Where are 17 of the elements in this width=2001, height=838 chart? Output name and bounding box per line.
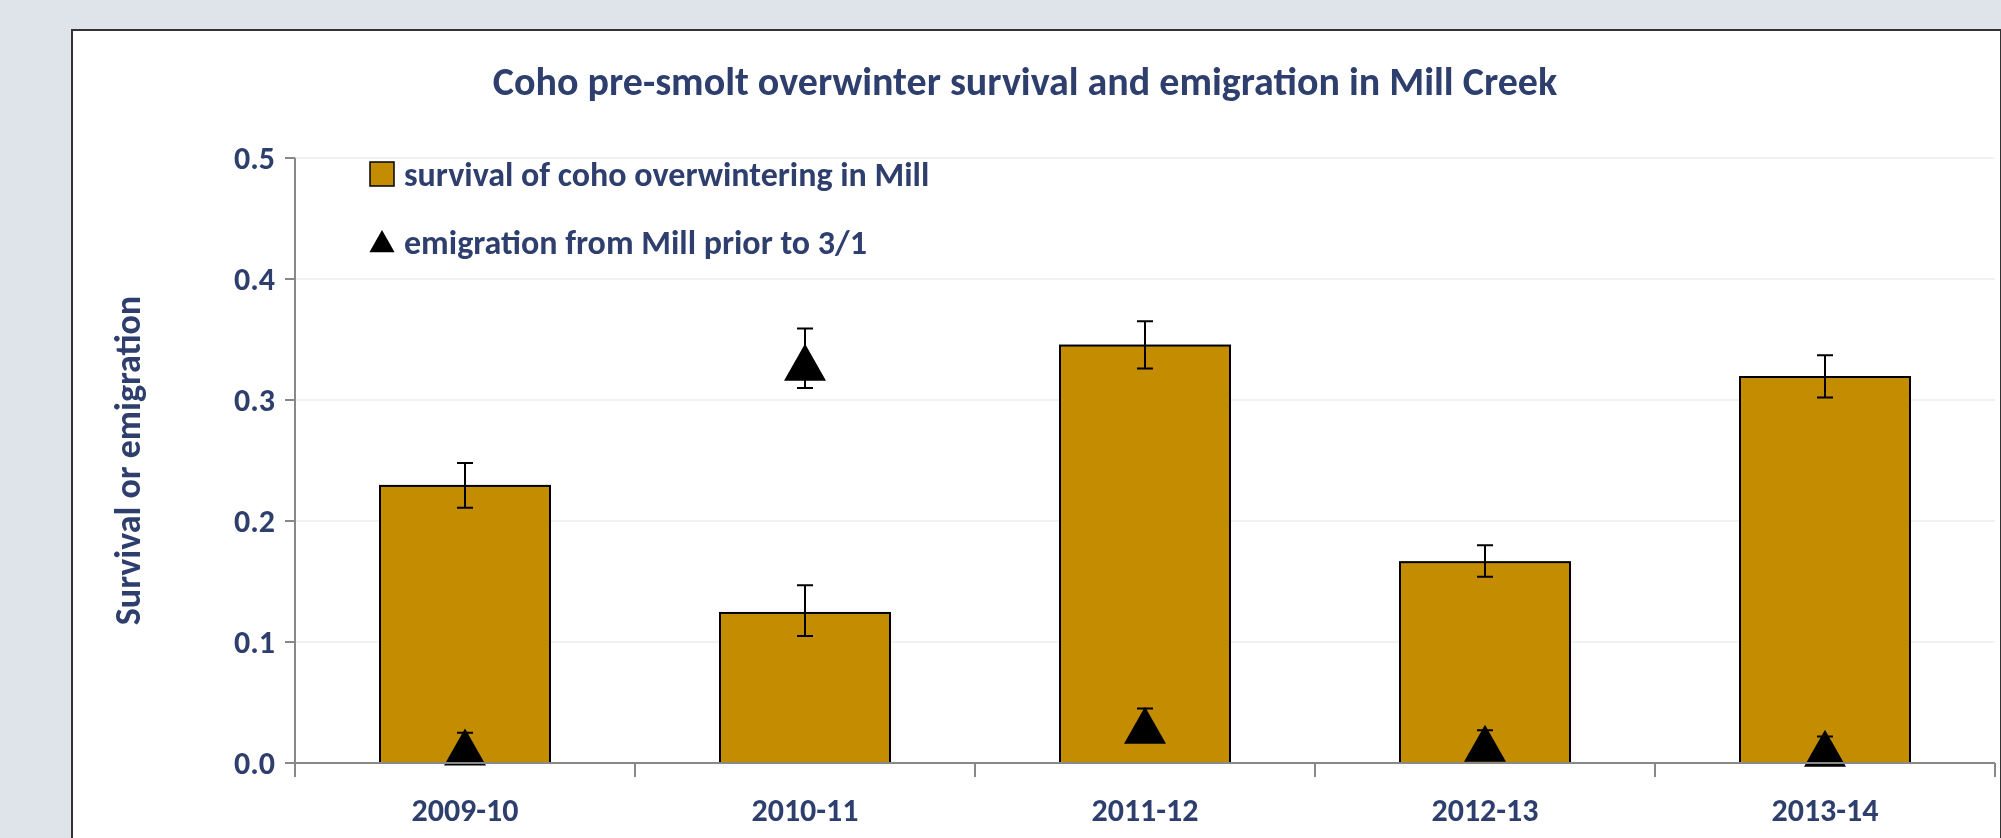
y-tick-label: 0.3 — [234, 381, 275, 421]
y-tick-label: 0.2 — [234, 502, 275, 542]
legend-label: survival of coho overwintering in Mill — [404, 153, 930, 195]
x-tick-label: 2011-12 — [1091, 791, 1199, 830]
point — [1464, 724, 1506, 762]
point — [784, 343, 826, 381]
legend-label: emigration from Mill prior to 3/1 — [404, 221, 867, 263]
y-axis-title: Survival or emigration — [106, 295, 150, 626]
chart-title: Coho pre-smolt overwinter survival and emigration in Mill Creek — [492, 57, 1558, 106]
x-tick-label: 2012-13 — [1431, 791, 1539, 830]
y-tick-label: 0.1 — [234, 623, 275, 663]
y-tick-label: 0.0 — [234, 744, 275, 784]
x-tick-label: 2009-10 — [411, 791, 519, 830]
x-tick-label: 2013-14 — [1771, 791, 1879, 830]
y-tick-label: 0.5 — [234, 139, 275, 179]
y-tick-label: 0.4 — [234, 260, 275, 300]
x-tick-label: 2010-11 — [751, 791, 859, 830]
